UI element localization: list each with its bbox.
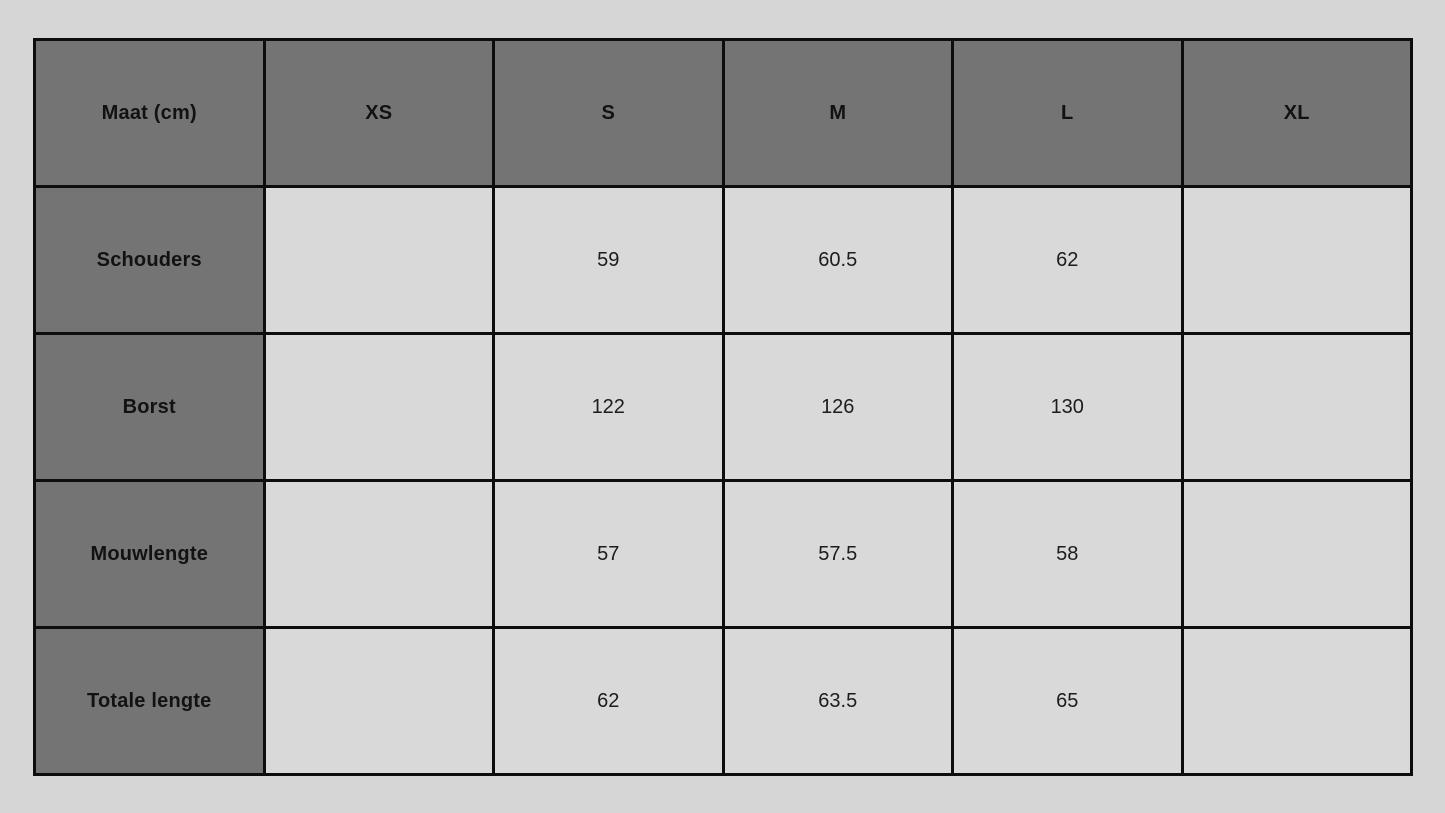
- cell-totale-lengte-xl: [1180, 626, 1413, 776]
- cell-borst-s: 122: [492, 332, 725, 482]
- column-header-xl: XL: [1180, 38, 1413, 188]
- row-label-borst: Borst: [33, 332, 266, 482]
- column-header-l: L: [951, 38, 1184, 188]
- cell-borst-l: 130: [951, 332, 1184, 482]
- cell-borst-xl: [1180, 332, 1413, 482]
- row-label-schouders: Schouders: [33, 185, 266, 335]
- cell-schouders-xs: [262, 185, 495, 335]
- cell-mouwlengte-xl: [1180, 479, 1413, 629]
- header-row: Maat (cm) XS S M L XL: [33, 38, 1413, 188]
- cell-borst-xs: [262, 332, 495, 482]
- column-header-m: M: [721, 38, 954, 188]
- cell-totale-lengte-s: 62: [492, 626, 725, 776]
- cell-schouders-s: 59: [492, 185, 725, 335]
- column-header-s: S: [492, 38, 725, 188]
- cell-totale-lengte-l: 65: [951, 626, 1184, 776]
- cell-borst-m: 126: [721, 332, 954, 482]
- table-row-borst: Borst 122 126 130: [33, 332, 1413, 482]
- column-header-xs: XS: [262, 38, 495, 188]
- cell-mouwlengte-s: 57: [492, 479, 725, 629]
- size-chart-body: Schouders 59 60.5 62 Borst 122 126 130 M…: [33, 185, 1413, 776]
- cell-totale-lengte-m: 63.5: [721, 626, 954, 776]
- size-chart-header: Maat (cm) XS S M L XL: [33, 38, 1413, 188]
- cell-schouders-l: 62: [951, 185, 1184, 335]
- cell-schouders-xl: [1180, 185, 1413, 335]
- table-row-schouders: Schouders 59 60.5 62: [33, 185, 1413, 335]
- size-chart-table: Maat (cm) XS S M L XL Schouders 59 60.5 …: [33, 38, 1413, 776]
- table-row-totale-lengte: Totale lengte 62 63.5 65: [33, 626, 1413, 776]
- cell-schouders-m: 60.5: [721, 185, 954, 335]
- row-label-mouwlengte: Mouwlengte: [33, 479, 266, 629]
- cell-mouwlengte-m: 57.5: [721, 479, 954, 629]
- cell-mouwlengte-l: 58: [951, 479, 1184, 629]
- cell-totale-lengte-xs: [262, 626, 495, 776]
- corner-header-cell: Maat (cm): [33, 38, 266, 188]
- cell-mouwlengte-xs: [262, 479, 495, 629]
- table-row-mouwlengte: Mouwlengte 57 57.5 58: [33, 479, 1413, 629]
- row-label-totale-lengte: Totale lengte: [33, 626, 266, 776]
